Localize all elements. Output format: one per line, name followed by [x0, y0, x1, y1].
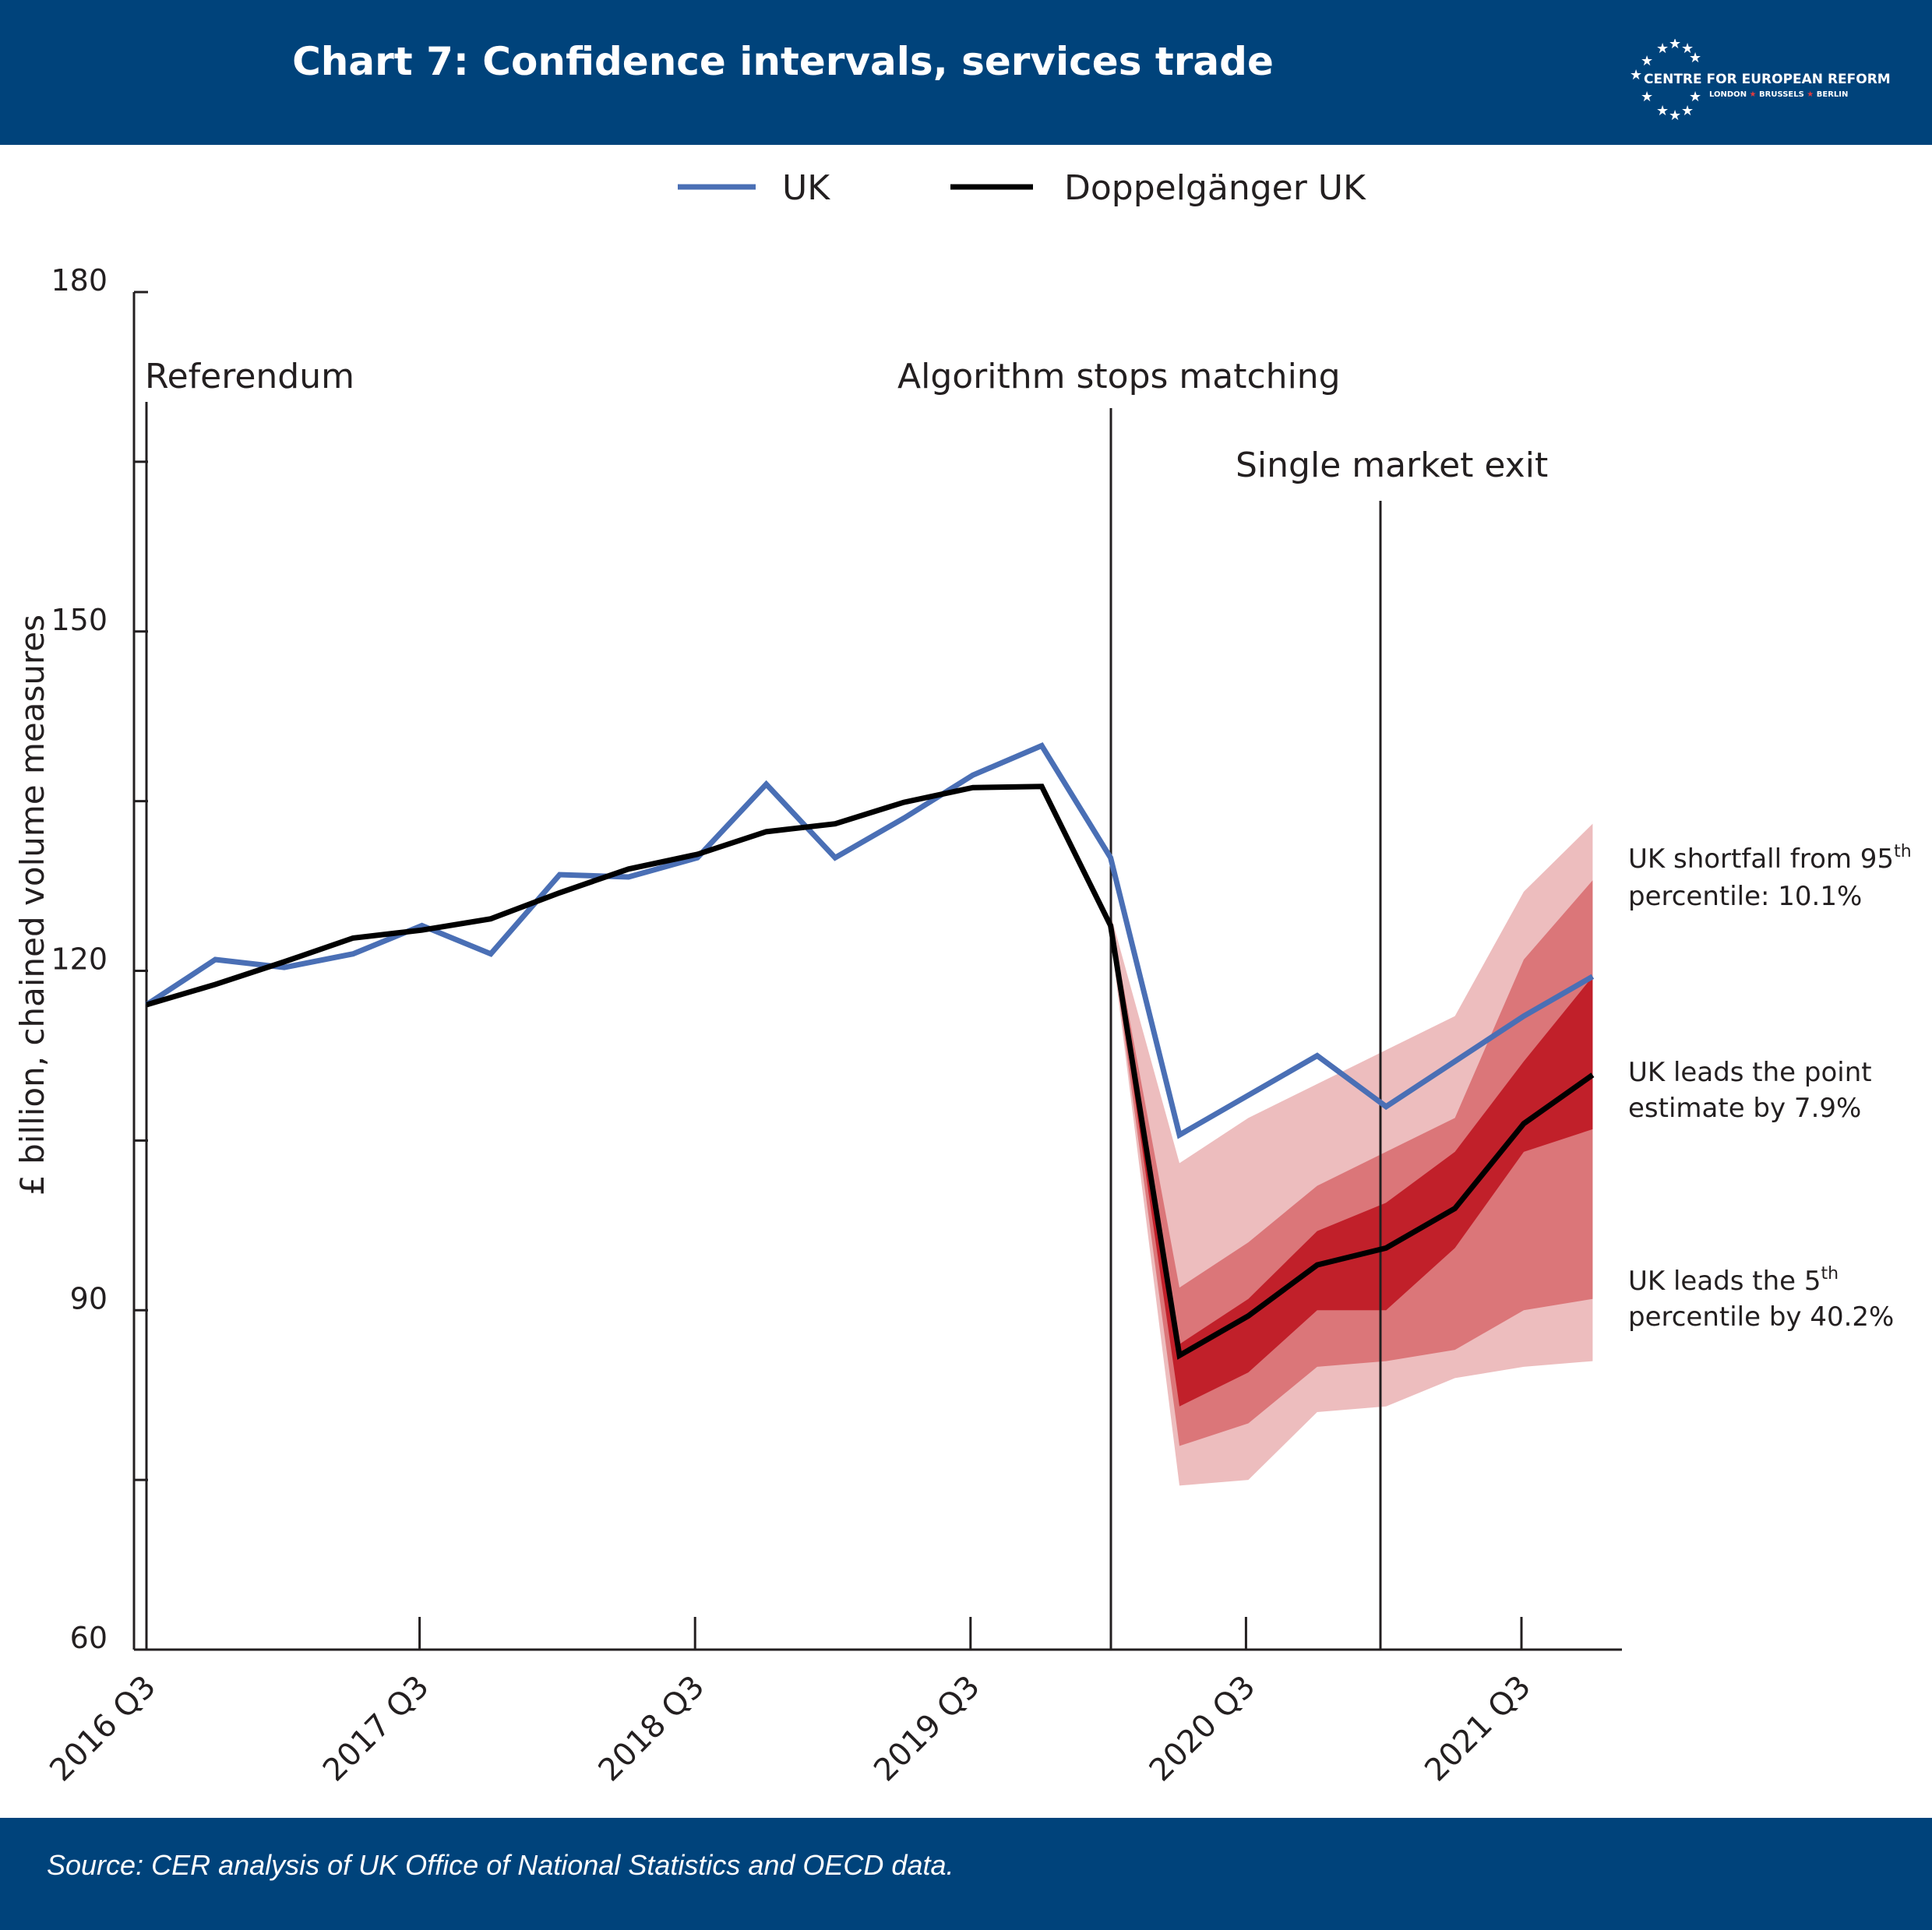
x-tick-label: 2019 Q3	[867, 1669, 987, 1789]
event-label-referendum: Referendum	[145, 357, 354, 396]
event-markers: Referendum Algorithm stops matching Sing…	[145, 357, 1548, 1650]
confidence-bands	[1110, 823, 1593, 1486]
y-axis-title: £ billion, chained volume measures	[13, 615, 51, 1196]
legend: UK Doppelgänger UK	[678, 168, 1366, 208]
y-tick-label: 60	[70, 1621, 108, 1655]
logo-text: CENTRE FOR EUROPEAN REFORM	[1644, 72, 1891, 87]
band-inner	[1110, 921, 1593, 1407]
svg-text:★: ★	[1689, 50, 1701, 66]
y-tick-label: 150	[51, 603, 108, 637]
annotation-95th-line2: percentile: 10.1%	[1628, 881, 1862, 912]
svg-text:★: ★	[1656, 103, 1669, 119]
event-label-algorithm: Algorithm stops matching	[897, 357, 1341, 396]
chart-title: Chart 7: Confidence intervals, services …	[292, 39, 1274, 84]
svg-text:★: ★	[1681, 41, 1694, 57]
chart-svg: UK Doppelgänger UK 60 90 120 150 180 2016 Q3…	[13, 168, 1912, 1788]
x-tick-label: 2020 Q3	[1143, 1669, 1263, 1789]
x-tick-label: 2017 Q3	[316, 1669, 436, 1789]
annotation-point: UK leads the point	[1628, 1057, 1872, 1088]
series-line-doppelganger	[146, 784, 1595, 1360]
x-tick-label: 2021 Q3	[1418, 1669, 1538, 1789]
svg-text:★: ★	[1681, 103, 1694, 119]
legend-label-uk: UK	[782, 168, 830, 208]
svg-text:★: ★	[1630, 67, 1642, 83]
logo-stars-icon: ★ ★ ★ ★ ★ ★ ★ ★ ★ ★ ★	[1630, 39, 1701, 124]
y-ticks: 60 90 120 150 180	[51, 263, 148, 1655]
annotation-5th: UK leads the 5th	[1628, 1264, 1839, 1297]
axes: 60 90 120 150 180 2016 Q3 2017 Q3 2018 Q3 2019 …	[43, 263, 1622, 1788]
svg-text:★: ★	[1669, 107, 1681, 124]
x-ticks: 2016 Q3 2017 Q3 2018 Q3 2019 Q3 2020 Q3 2021 …	[43, 1617, 1538, 1788]
annotation-5th-line2: percentile by 40.2%	[1628, 1301, 1894, 1333]
annotations: UK shortfall from 95th percentile: 10.1%…	[1628, 842, 1912, 1333]
svg-text:★: ★	[1656, 41, 1669, 57]
event-label-single-market: Single market exit	[1236, 446, 1548, 485]
cer-logo: ★ ★ ★ ★ ★ ★ ★ ★ ★ ★ ★	[1630, 39, 1701, 124]
footer-banner	[0, 1818, 1932, 1930]
svg-text:★: ★	[1641, 89, 1653, 105]
svg-text:★: ★	[1641, 53, 1653, 69]
y-tick-label: 90	[70, 1281, 108, 1315]
y-tick-label: 180	[51, 263, 108, 298]
source-note: Source: CER analysis of UK Office of Nat…	[47, 1849, 954, 1881]
y-tick-label: 120	[51, 942, 108, 977]
svg-text:★: ★	[1689, 89, 1701, 105]
series-line-uk	[145, 742, 1595, 1139]
annotation-95th: UK shortfall from 95th	[1628, 842, 1912, 875]
svg-text:★: ★	[1669, 39, 1681, 52]
annotation-point-line2: estimate by 7.9%	[1628, 1093, 1861, 1124]
legend-label-doppel: Doppelgänger UK	[1064, 168, 1366, 208]
logo-cities: LONDON ★ BRUSSELS ★ BERLIN	[1709, 90, 1849, 99]
x-tick-label: 2018 Q3	[592, 1669, 712, 1789]
band-middle	[1110, 880, 1593, 1446]
header-banner	[0, 0, 1932, 145]
x-tick-label: 2016 Q3	[43, 1669, 163, 1789]
